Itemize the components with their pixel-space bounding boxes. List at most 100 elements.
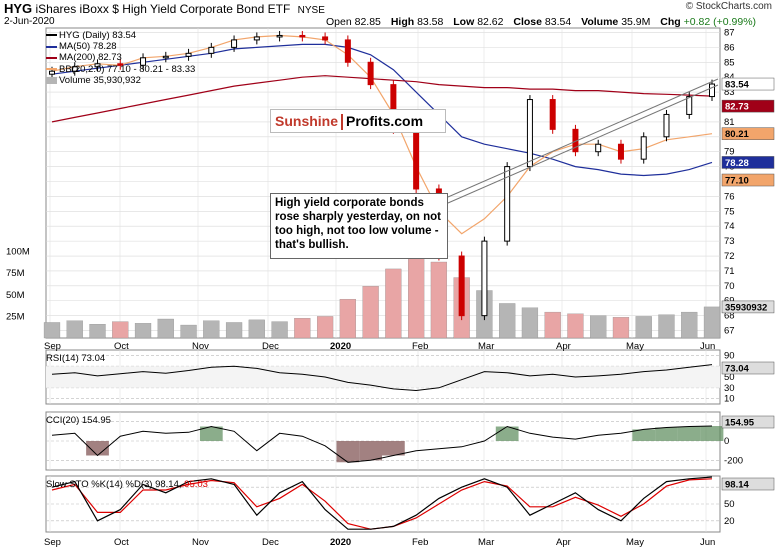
- cci-y-tick: 0: [724, 436, 729, 447]
- close-value: 83.54: [544, 16, 572, 28]
- volume-badge: 35930932: [721, 300, 775, 313]
- x-tick-bottom: Jun: [700, 537, 715, 548]
- rsi-badge-box: [721, 361, 775, 375]
- value-badges: 83.54 82.73 80.21 78.28 77.10 35930932 73.04 15…: [721, 77, 775, 491]
- watermark-separator: [341, 114, 344, 131]
- volume-bar: [408, 255, 425, 339]
- candle-body: [299, 34, 306, 38]
- x-tick-top: Oct: [114, 341, 129, 352]
- cci-panel-label: CCI(20) 154.95: [46, 415, 111, 426]
- volume-bar: [134, 323, 152, 339]
- candle-body: [709, 83, 715, 98]
- candle-body: [71, 66, 78, 72]
- volume-bar: [248, 319, 265, 339]
- candle-body: [413, 128, 420, 190]
- candle-body: [322, 36, 329, 41]
- cci-y-tick: -200: [724, 455, 743, 466]
- ma200-badge: 82.73: [721, 99, 775, 113]
- volume-bar: [362, 286, 379, 339]
- candle-body: [617, 143, 624, 160]
- rsi-band: [46, 366, 720, 388]
- rsi-y-tick: 30: [724, 383, 735, 394]
- rsi-badge: 73.04: [721, 361, 775, 375]
- volume-bar: [89, 324, 106, 339]
- volume-bar: [567, 313, 584, 339]
- sto-badge-text: 98.14: [725, 480, 749, 491]
- sto-panel-label: Slow STO %K(14) %D(3) 98.14, 95.03: [46, 479, 208, 490]
- cci-badge: 154.95: [721, 415, 775, 429]
- ohlc-bar: Open 82.85 High 83.58 Low 82.62 Close 83…: [326, 16, 756, 28]
- volume-bar: [612, 317, 630, 339]
- x-tick-bottom: 2020: [330, 537, 351, 548]
- candle-body: [367, 61, 374, 86]
- volume-bar: [703, 306, 721, 339]
- x-tick-top: Sep: [44, 341, 61, 352]
- x-tick-top: Jun: [700, 341, 715, 352]
- candle-body: [481, 240, 488, 317]
- ma200-badge-box: [721, 99, 775, 113]
- price-y-tick: 86: [724, 42, 735, 53]
- legend-volume: Volume 35,930,932: [46, 75, 195, 86]
- candle-body: [686, 96, 693, 115]
- low-label: Low: [453, 16, 475, 28]
- volume-bar: [658, 314, 675, 339]
- bollinger-mid-line: [51, 34, 713, 235]
- cci-line: [51, 425, 713, 463]
- price-y-tick: 76: [724, 191, 735, 202]
- x-tick-top: May: [626, 341, 644, 352]
- price-y-tick: 71: [724, 266, 735, 277]
- candle-body: [253, 36, 260, 41]
- volume-value: 35.9M: [621, 16, 651, 28]
- stockcharts-brand[interactable]: © StockCharts.com: [685, 1, 772, 12]
- x-tick-top: Nov: [192, 341, 209, 352]
- legend-ma200: MA(200) 82.73: [46, 52, 195, 63]
- legend-bb: BB(20,2.0) 77.10 - 80.21 - 83.33: [46, 64, 195, 75]
- volume-bar: [499, 303, 516, 339]
- watermark-part2: Profits.com: [346, 113, 424, 129]
- candle-body: [344, 39, 351, 63]
- volume-bar: [544, 311, 561, 339]
- cci-fill: [86, 441, 109, 456]
- candle-body: [526, 99, 533, 168]
- candle-body: [185, 52, 192, 57]
- sto-badge: 98.14: [721, 477, 775, 491]
- volume-bar: [339, 298, 356, 339]
- price-y-tick: 70: [724, 281, 735, 292]
- ma50-line: [51, 43, 713, 177]
- volume-y-tick: 50M: [6, 290, 25, 301]
- chart-annotation: High yield corporate bonds rose sharply …: [270, 193, 448, 259]
- change-label: Chg: [660, 16, 681, 28]
- x-tick-bottom: Nov: [192, 537, 209, 548]
- x-tick-bottom: Mar: [478, 537, 494, 548]
- candle-body: [549, 99, 556, 130]
- bb-mid-badge: 80.21: [721, 127, 775, 140]
- volume-bar: [681, 311, 698, 339]
- candle-body: [640, 136, 647, 160]
- volume-y-tick: 75M: [6, 268, 25, 279]
- bb-mid-badge-text: 80.21: [725, 129, 749, 140]
- high-label: High: [390, 16, 415, 28]
- x-tick-bottom: Sep: [44, 537, 61, 548]
- cci-fill: [677, 426, 701, 441]
- sto-k-line: [51, 476, 713, 530]
- exchange-label: NYSE: [297, 5, 325, 16]
- annotation-pointer-b: [447, 84, 719, 204]
- cci-fill: [655, 427, 678, 441]
- price-layer: [49, 30, 719, 321]
- legend-ma50: MA(50) 78.28: [46, 41, 195, 52]
- candle-body: [231, 39, 238, 48]
- price-y-tick: 75: [724, 206, 735, 217]
- price-y-tick: 79: [724, 147, 735, 158]
- price-y-tick: 68: [724, 311, 735, 322]
- close-label: Close: [513, 16, 542, 28]
- volume-bar: [385, 268, 402, 339]
- cci-fill: [632, 429, 656, 441]
- cci-fill: [700, 426, 724, 441]
- price-badge: 83.54: [721, 77, 775, 91]
- price-y-tick: 73: [724, 236, 735, 247]
- candle-body: [140, 57, 147, 66]
- ma50-badge-box: [721, 156, 775, 169]
- volume-bar: [430, 261, 448, 339]
- volume-bar: [316, 316, 334, 339]
